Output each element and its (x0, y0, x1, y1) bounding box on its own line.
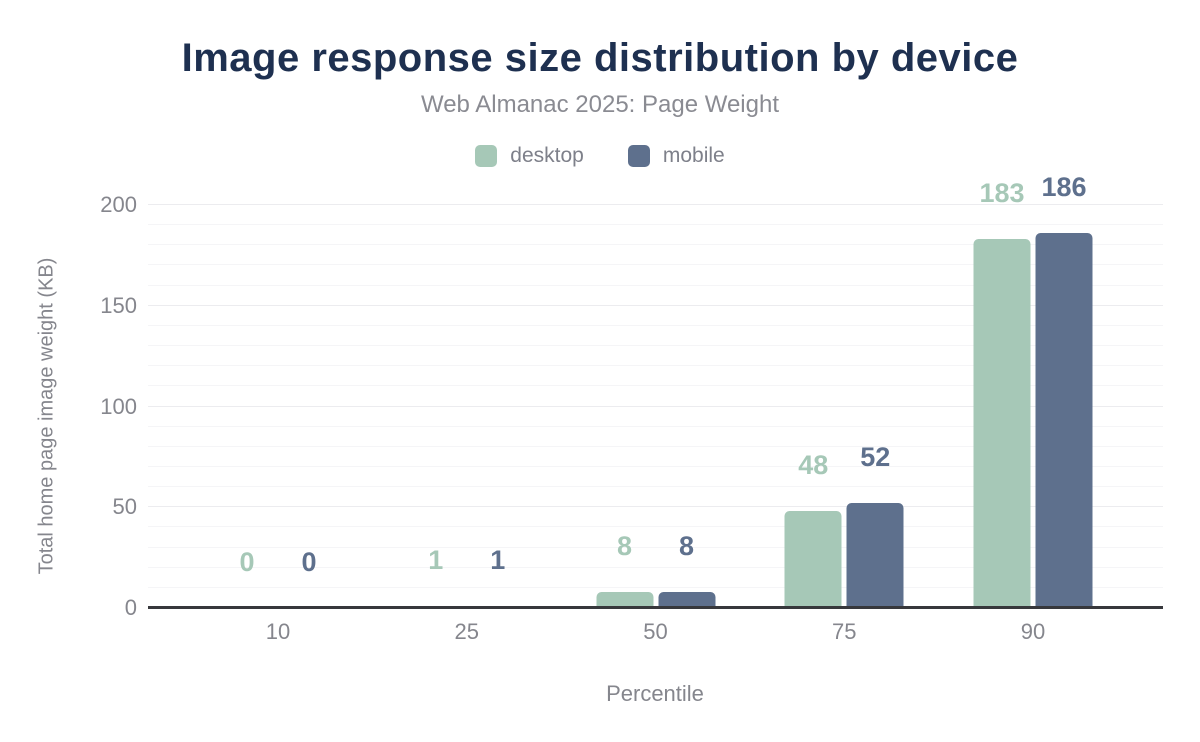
y-tick-label: 150 (100, 292, 137, 318)
y-axis-tick-labels: 0 50 100 150 200 (0, 194, 137, 619)
bar-group-p75: 48 52 (784, 205, 904, 608)
gridline (148, 586, 1163, 588)
bar-value-label-mobile-p50: 8 (678, 530, 695, 561)
gridline (148, 204, 1163, 205)
gridline (148, 526, 1163, 528)
legend-item-mobile[interactable]: mobile (627, 144, 725, 168)
legend-swatch-mobile (627, 145, 650, 167)
bar-value-label-desktop-p10: 0 (239, 547, 255, 577)
y-tick-label: 100 (100, 393, 137, 419)
gridline (148, 224, 1163, 226)
x-tick-label: 50 (643, 619, 668, 644)
y-tick-label: 50 (112, 494, 137, 520)
gridline (148, 324, 1163, 326)
gridline (148, 546, 1163, 548)
bar-value-label-desktop-p25: 1 (428, 545, 444, 575)
bar-value-label-desktop-p75: 48 (798, 450, 829, 481)
gridline (148, 405, 1163, 407)
x-tick-label: 25 (454, 619, 479, 644)
x-tick-label: 75 (832, 619, 857, 644)
gridline (148, 304, 1163, 306)
bar-value-label-desktop-p50: 8 (616, 530, 633, 561)
bar-mobile-p50: 8 (658, 532, 715, 608)
gridline (148, 284, 1163, 286)
bar-desktop-p50: 8 (596, 532, 653, 608)
x-axis-tick-labels: 10 25 50 75 90 (148, 619, 1163, 645)
gridline (148, 365, 1163, 367)
x-tick-label: 90 (1020, 619, 1046, 644)
x-tick-label: 10 (265, 619, 291, 644)
gridline (148, 445, 1163, 447)
gridline (148, 244, 1163, 246)
legend-item-desktop[interactable]: desktop (475, 144, 584, 168)
chart-title: Image response size distribution by devi… (181, 36, 1019, 80)
gridline (148, 465, 1163, 467)
legend-label-desktop: desktop (510, 144, 584, 167)
bar-value-label-mobile-p90: 186 (1041, 172, 1087, 203)
bar-mobile-p90: 186 (1035, 174, 1093, 608)
plot-area: 0 0 1 1 8 8 48 52 183 186 (148, 174, 1163, 609)
gridline (148, 385, 1163, 387)
bar-desktop-p75: 48 (784, 452, 842, 608)
gridline (148, 264, 1163, 266)
gridline (148, 506, 1163, 508)
chart-subtitle: Web Almanac 2025: Page Weight (420, 91, 779, 118)
bar-group-p90: 183 186 (973, 174, 1093, 608)
x-axis-title: Percentile (606, 681, 704, 706)
gridline (148, 425, 1163, 427)
legend-swatch-desktop (475, 145, 498, 167)
bar-value-label-mobile-p10: 0 (301, 547, 317, 577)
bar-mobile-p75: 52 (846, 444, 904, 608)
gridline (148, 566, 1163, 568)
y-tick-label: 200 (100, 192, 137, 217)
bar-value-label-desktop-p90: 183 (979, 178, 1025, 209)
gridline (148, 345, 1163, 347)
legend: desktop mobile (0, 144, 1200, 168)
bar-desktop-p90: 183 (973, 180, 1031, 608)
x-axis-line (148, 606, 1163, 609)
y-tick-label: 0 (124, 595, 137, 620)
bar-value-label-mobile-p25: 1 (490, 545, 506, 575)
bar-value-label-mobile-p75: 52 (860, 442, 891, 473)
gridline (148, 486, 1163, 488)
legend-label-mobile: mobile (662, 144, 725, 167)
